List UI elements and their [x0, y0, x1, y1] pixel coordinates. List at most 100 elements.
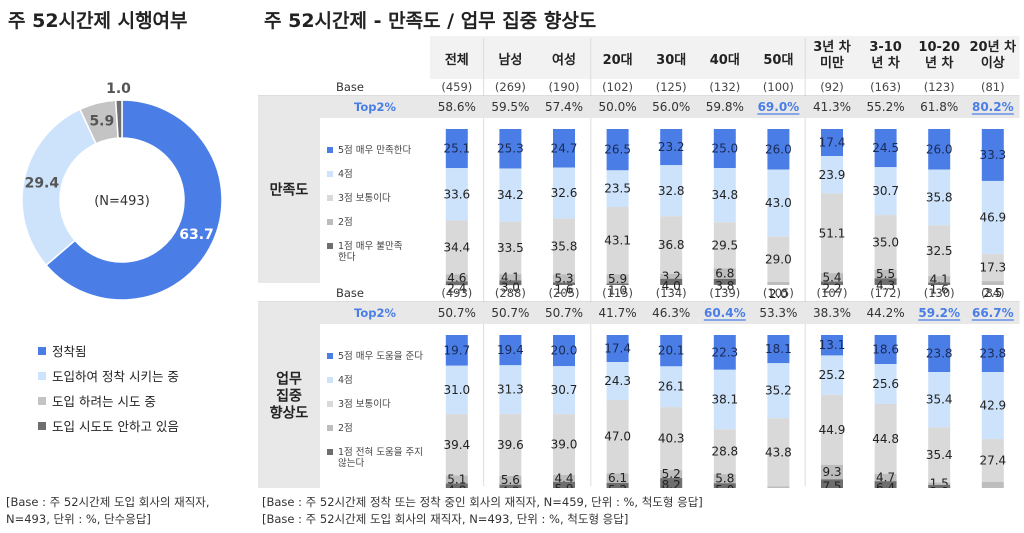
bar-value-label: 34.2	[497, 188, 524, 202]
bar-segment	[445, 483, 468, 488]
bar-segment	[660, 273, 683, 279]
bar-value-label: 33.6	[443, 187, 470, 201]
column-header: 년 차	[871, 55, 899, 71]
bar-segment	[606, 274, 629, 284]
bar-segment	[499, 335, 522, 366]
bar-segment	[767, 418, 790, 487]
legend-label: 도입하여 정착 시키는 중	[52, 369, 179, 384]
bar-value-label: 32.5	[926, 244, 953, 258]
bar-segment	[713, 474, 736, 484]
bar-segment	[821, 355, 843, 395]
bar-value-label: 29.5	[711, 238, 738, 252]
bar-segment	[713, 278, 736, 285]
bar-segment	[981, 180, 1004, 255]
bar-segment	[981, 372, 1004, 440]
bar-segment	[553, 335, 575, 367]
bar-segment	[606, 400, 629, 474]
panel-legend-label: 5점 매우 도움을 준다	[338, 350, 423, 362]
row-label: 업무	[276, 372, 302, 388]
bar-segment	[606, 129, 629, 171]
bar-value-label: 31.0	[443, 383, 470, 397]
bar-value-label: 23.2	[658, 140, 685, 154]
panel-legend-swatch	[327, 449, 333, 455]
bar-segment	[821, 394, 843, 465]
bar-segment	[606, 473, 629, 483]
bar-value-label: 2.5	[983, 286, 1002, 300]
bar-value-label: 51.1	[819, 226, 846, 240]
bar-segment	[713, 222, 736, 269]
bar-segment	[445, 168, 468, 221]
bar-segment	[821, 479, 843, 488]
bar-value-label: 5.9	[608, 272, 627, 286]
column-header: 3년 차	[813, 39, 851, 55]
bar-segment	[499, 475, 522, 485]
bar-value-label: 25.2	[819, 368, 846, 382]
bar-value-label: 4.6	[447, 271, 466, 285]
bar-segment	[821, 335, 843, 356]
bar-segment	[445, 475, 468, 484]
bar-value-label: 27.4	[979, 453, 1006, 467]
bar-value-label: 1.0	[608, 283, 627, 297]
column-header: 30대	[656, 53, 686, 68]
panel-legend-swatch	[327, 219, 333, 225]
bar-value-label: 44.9	[819, 423, 846, 437]
bar-value-label: 6.8	[715, 267, 734, 281]
bar-segment	[713, 129, 736, 168]
bar-segment	[606, 170, 629, 207]
bar-segment	[874, 167, 897, 216]
bar-value-label: 19.4	[497, 343, 524, 357]
bar-value-label: 43.0	[765, 196, 792, 210]
donut-chart: 63.7 29.4 5.9 1.0 (N=493)	[8, 81, 253, 302]
bar-value-label: 26.0	[765, 142, 792, 156]
column-header: 남성	[498, 52, 522, 68]
bar-segment	[499, 168, 522, 222]
bar-segment	[874, 335, 897, 365]
donut-value-label: 5.9	[89, 114, 114, 130]
bar-value-label: 46.9	[979, 211, 1006, 225]
top2-value: 50.0%	[599, 100, 637, 114]
panel-legend-label: 5점 매우 만족한다	[338, 144, 412, 156]
bar-segment	[821, 129, 843, 157]
bar-segment	[713, 335, 736, 370]
bar-value-label: 44.8	[872, 432, 899, 446]
base-value: (132)	[709, 80, 740, 94]
bar-value-label: 23.9	[819, 168, 846, 182]
panel-legend-label: 3점 보통이다	[338, 192, 391, 204]
top2-value: 41.7%	[599, 306, 637, 320]
bar-value-label: 39.4	[443, 438, 470, 452]
bar-value-label: 13.1	[819, 338, 846, 352]
legend-label: 도입 시도도 안하고 있음	[52, 419, 179, 434]
donut-value-label: 63.7	[179, 227, 214, 243]
bar-value-label: 8.2	[662, 478, 681, 488]
bar-value-label: 39.6	[497, 438, 524, 452]
top2-value: 59.8%	[706, 100, 744, 114]
bar-value-label: 33.5	[497, 241, 524, 255]
bar-value-label: 4.7	[876, 471, 895, 485]
top2-value: 53.3%	[759, 306, 797, 320]
bar-segment	[981, 335, 1004, 373]
base-value: (92)	[820, 80, 844, 94]
panel-legend-swatch	[327, 377, 333, 383]
top2-value: 60.4%	[704, 306, 746, 320]
bar-segment	[660, 366, 683, 408]
base-value: (125)	[656, 80, 687, 94]
bar-value-label: 5.8	[715, 472, 734, 486]
donut-legend: 정착됨 도입하여 정착 시키는 중 도입 하려는 시도 중 도입 시도도 안하고 있음	[38, 338, 179, 438]
bar-value-label: 32.8	[658, 184, 685, 198]
bar-value-label: 24.5	[872, 141, 899, 155]
bar-segment	[767, 335, 790, 364]
bar-segment	[821, 281, 843, 285]
bar-segment	[767, 363, 790, 419]
row-label: 향상도	[270, 405, 309, 422]
top2-value: 61.8%	[920, 100, 958, 114]
bar-segment	[445, 281, 468, 286]
base-value: (123)	[924, 80, 955, 94]
top2-row-background	[320, 302, 1020, 324]
base-value: (459)	[441, 80, 472, 94]
bar-segment	[981, 254, 1004, 282]
bar-value-label: 24.7	[551, 141, 578, 155]
base-label: Base	[336, 80, 364, 94]
donut-value-label: 1.0	[106, 82, 131, 97]
bar-segment	[553, 282, 575, 285]
bar-segment	[981, 439, 1004, 482]
